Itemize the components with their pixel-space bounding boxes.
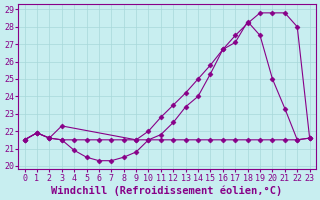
X-axis label: Windchill (Refroidissement éolien,°C): Windchill (Refroidissement éolien,°C) (52, 185, 283, 196)
